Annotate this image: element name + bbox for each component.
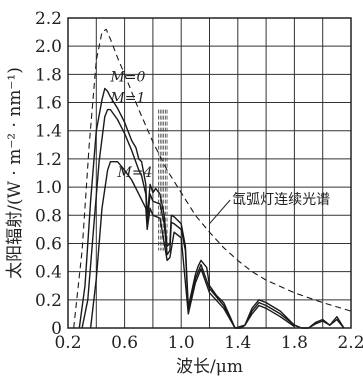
annotation-label: M=1 [109,91,145,107]
x-tick-label: 1.4 [224,333,251,353]
y-tick-label: 1.8 [35,65,62,85]
y-tick-label: 1.2 [35,150,62,170]
y-tick-label: 2.0 [35,37,62,57]
annotation-leader [209,199,231,225]
annotation-label: 氙弧灯连续光谱 [232,191,330,208]
y-tick-label: 0.6 [35,234,62,254]
annotation-label: M=0 [109,69,145,85]
x-tick-label: 1.8 [281,333,308,353]
annotation-label: M=4 [117,165,153,181]
y-tick-label: 0 [51,319,62,339]
x-axis-title: 波长/μm [176,357,243,377]
annotations: M=0 M=1 M=4 氙弧灯连续光谱 [109,69,330,225]
x-tick-label: 1.0 [168,333,195,353]
y-tick-label: 1.4 [35,122,62,142]
series-line-1 [78,87,345,329]
y-axis-title: 太阳辐射/(W · m⁻² · nm⁻¹) [5,67,25,279]
y-tick-label: 1.6 [35,94,62,114]
y-tick-label: 2.2 [35,9,62,29]
series-group [73,28,352,329]
y-tick-label: 0.4 [35,263,62,283]
x-tick-label: 0.6 [111,333,138,353]
series-line-3 [89,161,295,329]
x-tick-label: 2.2 [337,333,363,353]
ticks: 0.2 0.6 1.0 1.4 1.8 2.200.20.40.60.81.01.21.4… [35,9,363,353]
x-tick-label: 0.2 [54,333,81,353]
y-tick-label: 1.0 [35,178,62,198]
plot-frame [67,17,352,329]
y-tick-label: 0.2 [35,291,62,311]
series-line-2 [81,108,345,329]
y-tick-label: 0.8 [35,206,62,226]
series-line-0 [73,28,352,329]
